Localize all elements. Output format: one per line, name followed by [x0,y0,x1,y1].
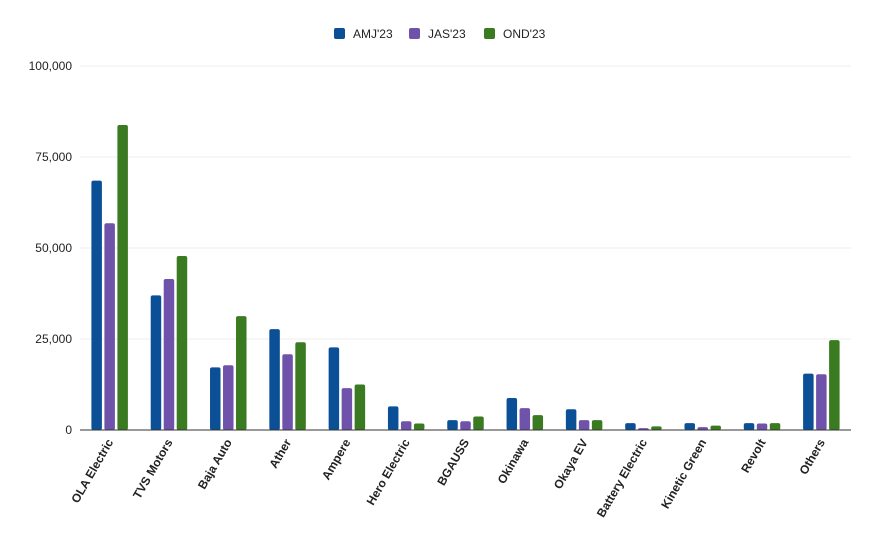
bar-group-bgauss [447,416,484,430]
bar-tvs-motors-ond-23 [176,256,188,430]
bar-ampere-ond-23 [354,384,366,430]
bar-okaya-ev-amj-23 [565,409,577,430]
legend-item-jas-23: JAS'23 [409,27,466,41]
x-tick-label-battery-electric: Battery Electric [594,436,650,520]
legend: AMJ'23 JAS'23 OND'23 [334,27,546,41]
legend-label: JAS'23 [428,27,466,41]
bar-okinawa-ond-23 [532,415,544,430]
bar-ola-electric-amj-23 [91,180,102,430]
bar-okinawa-jas-23 [519,408,531,430]
bar-tvs-motors-amj-23 [150,295,162,430]
bar-ather-ond-23 [295,342,306,430]
bar-hero-electric-ond-23 [413,423,425,430]
bar-group-okaya-ev [565,409,603,430]
bar-okinawa-amj-23 [506,397,518,430]
bar-group-tvs-motors [150,256,188,430]
bar-group-baja-auto [210,316,247,430]
x-tick-label-bgauss: BGAUSS [434,437,472,488]
bar-group-okinawa [506,397,544,430]
bar-kinetic-green-amj-23 [684,423,695,430]
bar-group-ather [269,329,306,430]
bar-ola-electric-ond-23 [117,124,128,430]
x-tick-label-okaya-ev: Okaya EV [551,437,591,492]
legend-label: OND'23 [503,27,546,41]
bar-group-ola-electric [91,124,128,430]
x-axis-ticks: OLA Electric TVS Motors Baja Auto Ather Ampe… [68,436,828,520]
bar-group-battery-electric [625,423,662,430]
bar-battery-electric-amj-23 [625,423,636,430]
bar-kinetic-green-jas-23 [697,427,708,430]
x-tick-label-revolt: Revolt [738,437,768,476]
x-tick-label-hero-electric: Hero Electric [364,436,413,507]
bar-others-jas-23 [816,374,827,430]
bar-ampere-amj-23 [328,347,340,430]
bar-others-ond-23 [829,340,840,430]
legend-swatch [484,28,495,39]
x-tick-label-okinawa: Okinawa [495,436,532,486]
gridlines [80,65,851,340]
y-tick-label: 25,000 [35,332,72,346]
legend-swatch [334,28,345,39]
bar-group-hero-electric [387,406,425,430]
x-tick-label-ampere: Ampere [319,436,354,482]
x-tick-label-tvs-motors: TVS Motors [130,436,176,501]
y-tick-label: 50,000 [35,241,72,255]
bars [91,124,840,430]
bar-group-revolt [743,423,781,430]
bar-bgauss-jas-23 [460,421,471,430]
legend-item-ond-23: OND'23 [484,27,546,41]
y-axis-ticks: 0 25,000 50,000 75,000 100,000 [29,59,73,437]
legend-swatch [409,28,420,39]
bar-others-amj-23 [803,373,814,430]
bar-hero-electric-jas-23 [400,421,412,430]
bar-ather-jas-23 [282,354,293,430]
x-tick-label-ola-electric: OLA Electric [68,436,116,505]
bar-kinetic-green-ond-23 [710,425,721,430]
y-tick-label: 75,000 [35,150,72,164]
bar-group-ampere [328,347,366,430]
x-tick-label-others: Others [796,436,828,477]
bar-ola-electric-jas-23 [104,223,115,430]
bar-revolt-ond-23 [769,423,781,430]
bar-group-kinetic-green [684,423,721,430]
bar-ampere-jas-23 [341,388,353,430]
bar-baja-auto-jas-23 [223,365,234,430]
bar-ather-amj-23 [269,329,280,430]
y-tick-label: 0 [65,423,72,437]
bar-hero-electric-amj-23 [387,406,399,430]
bar-bgauss-ond-23 [473,416,484,430]
x-tick-label-baja-auto: Baja Auto [195,437,235,492]
bar-group-others [803,340,840,430]
y-tick-label: 100,000 [29,59,73,73]
x-tick-label-ather: Ather [266,436,294,470]
x-tick-label-kinetic-green: Kinetic Green [658,437,709,512]
bar-revolt-jas-23 [756,423,768,430]
bar-okaya-ev-jas-23 [578,420,590,430]
bar-baja-auto-ond-23 [236,316,247,430]
bar-okaya-ev-ond-23 [591,420,603,430]
bar-revolt-amj-23 [743,423,755,430]
bar-baja-auto-amj-23 [210,367,221,430]
bar-bgauss-amj-23 [447,420,458,430]
bar-tvs-motors-jas-23 [163,278,175,430]
legend-item-amj-23: AMJ'23 [334,27,393,41]
bar-battery-electric-ond-23 [651,426,662,430]
legend-label: AMJ'23 [353,27,393,41]
